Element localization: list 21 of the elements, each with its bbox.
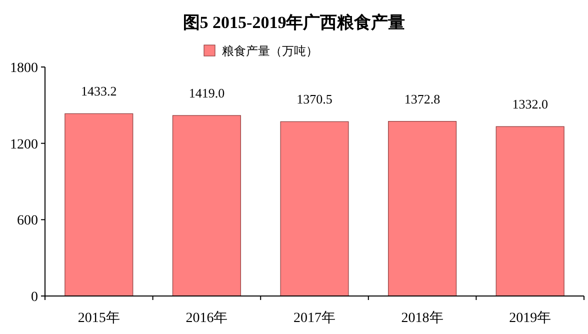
y-tick-label: 1200 [10,137,38,152]
y-tick-label: 0 [31,290,38,305]
bar [280,121,349,296]
bar [172,115,241,296]
y-tick-label: 1800 [10,61,38,76]
x-tick-label: 2016年 [186,310,228,326]
y-tick-label: 600 [17,214,38,229]
data-label: 1372.8 [404,91,440,106]
data-label: 1419.0 [188,85,225,100]
bar [496,126,564,296]
x-tick-label: 2017年 [294,310,336,326]
x-tick-label: 2015年 [78,310,120,326]
legend-label: 粮食产量（万吨） [222,44,318,58]
x-tick-label: 2019年 [509,310,552,326]
bar [64,113,134,296]
bar [388,121,457,296]
x-tick-label: 2018年 [401,310,444,326]
data-label: 1433.2 [81,84,117,99]
data-label: 1370.5 [296,92,332,107]
data-label: 1332.0 [512,96,548,112]
chart-title: 图5 2015-2019年广西粮食产量 [182,13,406,32]
